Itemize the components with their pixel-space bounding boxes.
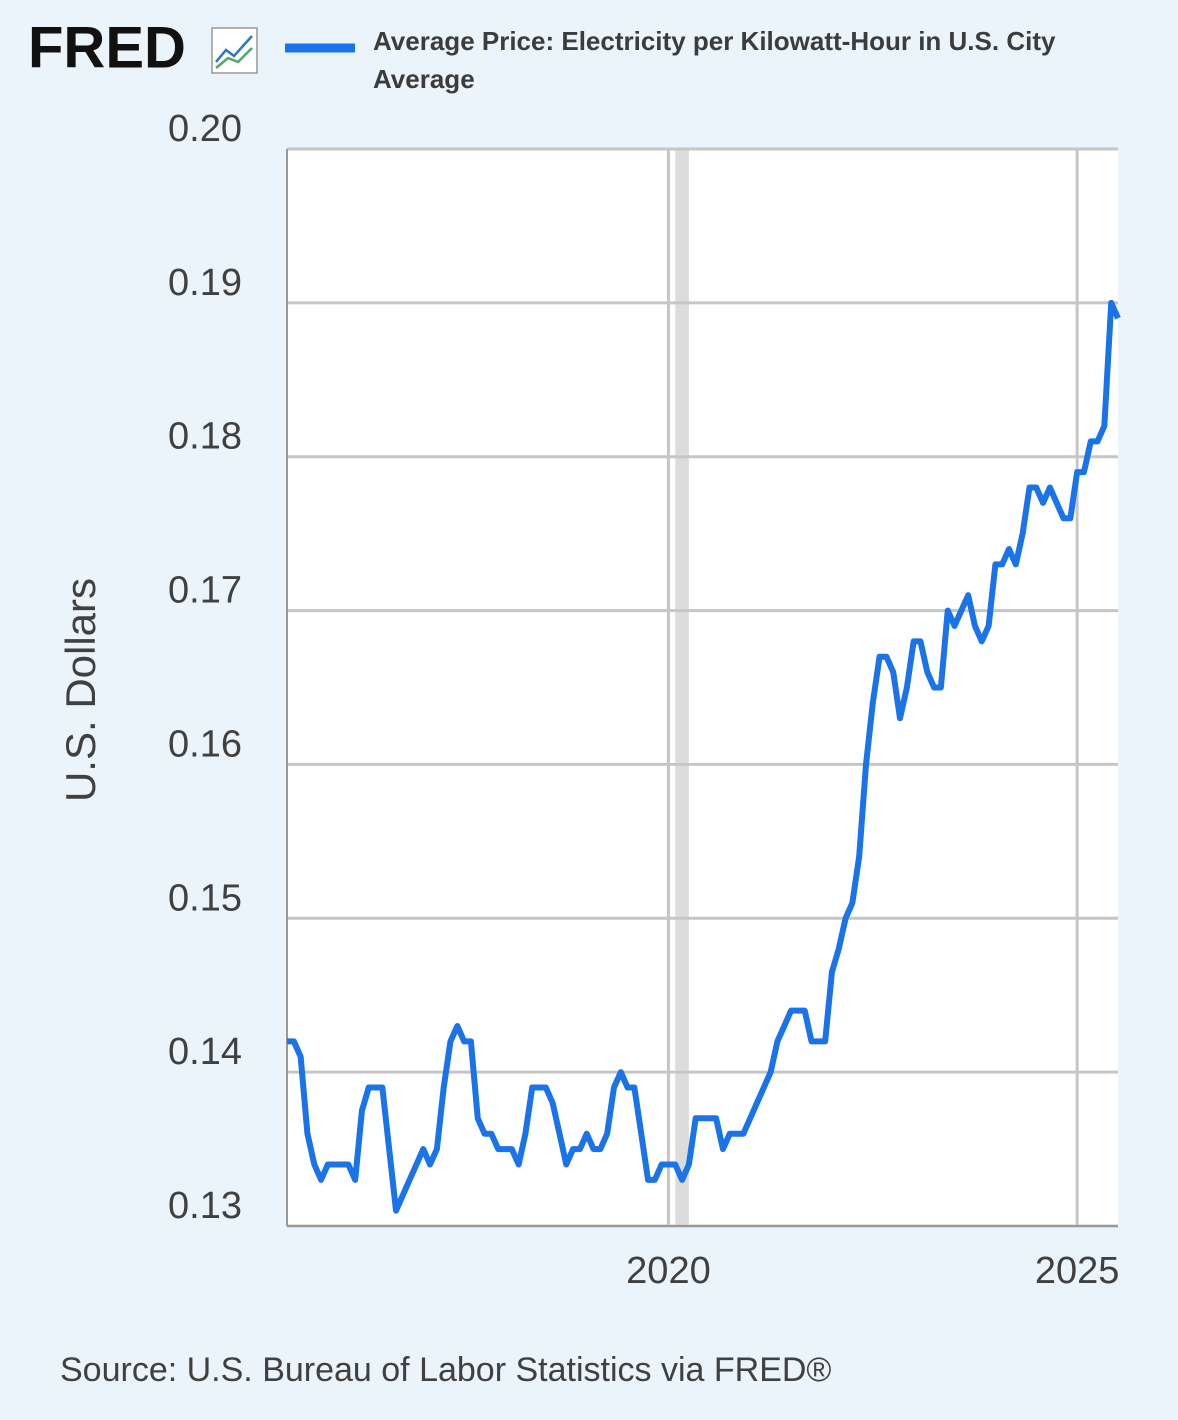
line-series — [287, 299, 1121, 1214]
y-tick-label: 0.20 — [168, 108, 242, 150]
logo-icon — [211, 27, 258, 74]
recession-band — [675, 149, 689, 1226]
y-axis-label: U.S. Dollars — [57, 578, 104, 802]
plot-area — [287, 149, 1118, 1226]
y-tick-label: 0.15 — [168, 877, 242, 919]
y-tick-label: 0.18 — [168, 416, 242, 458]
logo: FRED — [28, 15, 186, 80]
y-tick-label: 0.13 — [168, 1185, 242, 1227]
y-tick-label: 0.19 — [168, 262, 242, 304]
legend-label: Average Price: Electricity per Kilowatt-… — [373, 26, 1056, 94]
y-tick-label: 0.16 — [168, 723, 242, 765]
source: Source: U.S. Bureau of Labor Statistics … — [60, 1351, 831, 1389]
x-tick-label: 2025 — [1035, 1250, 1120, 1292]
x-tick-label: 2020 — [626, 1250, 711, 1292]
y-tick-label: 0.17 — [168, 570, 242, 612]
y-tick-label: 0.14 — [168, 1031, 242, 1073]
